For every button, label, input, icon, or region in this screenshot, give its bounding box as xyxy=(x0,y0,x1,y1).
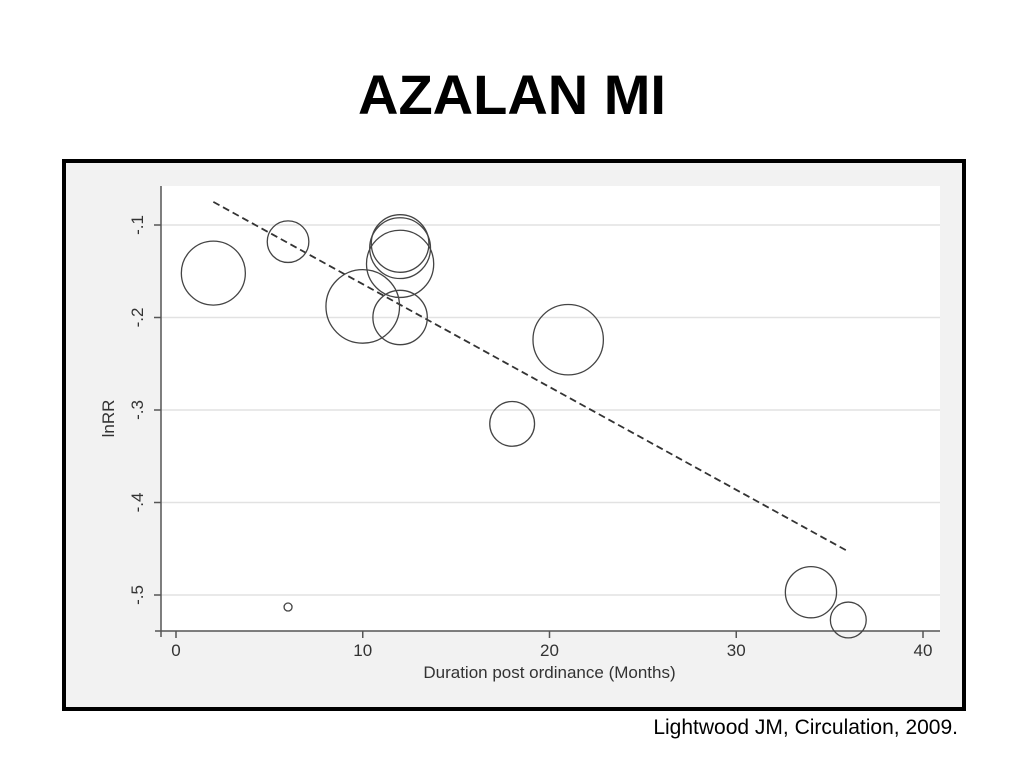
bubble-point-2 xyxy=(283,602,293,612)
x-axis-label: Duration post ordinance (Months) xyxy=(423,663,675,682)
y-tick-label-2: -.3 xyxy=(128,400,147,420)
plot-area xyxy=(161,186,940,631)
bubble-point-11 xyxy=(829,601,867,639)
x-tick-label-4: 40 xyxy=(914,641,933,660)
bubble-point-10 xyxy=(784,565,838,619)
bubble-point-6 xyxy=(365,229,435,299)
bubble-point-9 xyxy=(532,303,605,376)
bubble-point-0 xyxy=(180,240,247,306)
bubble-point-8 xyxy=(489,400,536,447)
y-axis-label: lnRR xyxy=(99,400,118,438)
y-tick-label-3: -.4 xyxy=(128,493,147,513)
y-tick-label-4: -.5 xyxy=(128,585,147,605)
bubble-point-4 xyxy=(370,214,430,273)
x-tick-label-3: 30 xyxy=(727,641,746,660)
citation: Lightwood JM, Circulation, 2009. xyxy=(653,716,958,739)
y-tick-label-0: -.1 xyxy=(128,215,147,235)
slide-title: AZALAN MI xyxy=(358,63,666,126)
x-tick-label-2: 20 xyxy=(540,641,559,660)
bubble-chart: -.1 -.2 -.3 -.4 -.5 0 10 20 30 40 Duration post or… xyxy=(66,163,962,707)
bubble-point-7 xyxy=(372,289,428,346)
x-tick-label-0: 0 xyxy=(171,641,180,660)
chart-frame: -.1 -.2 -.3 -.4 -.5 0 10 20 30 40 Duration post or… xyxy=(62,159,966,711)
y-tick-label-1: -.2 xyxy=(128,308,147,328)
bubble-point-3 xyxy=(325,268,401,344)
x-tick-label-1: 10 xyxy=(353,641,372,660)
bubble-point-1 xyxy=(266,220,310,264)
